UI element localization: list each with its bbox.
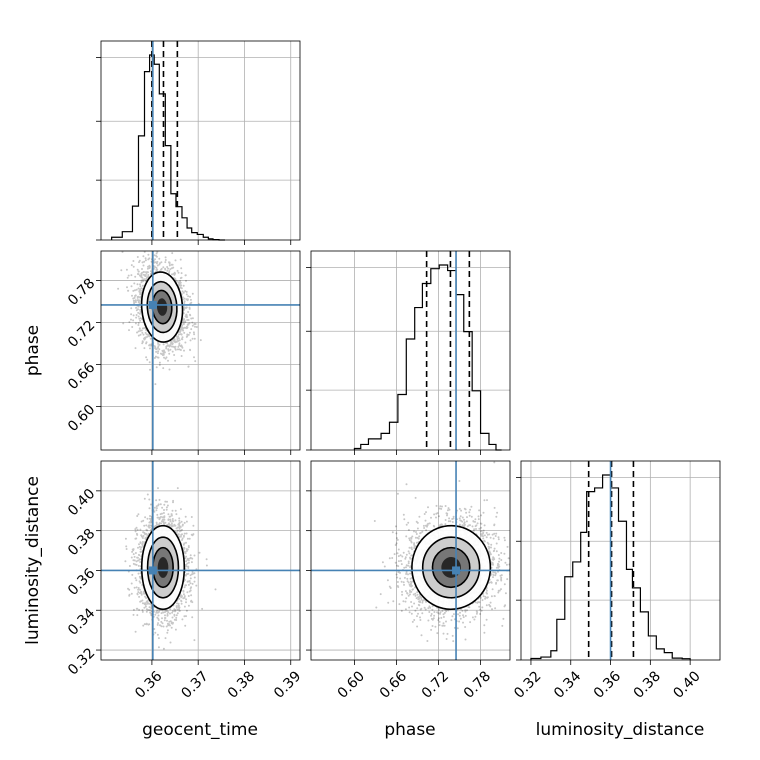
x-tick-label: 0.36: [132, 668, 165, 701]
density-level: [156, 298, 168, 316]
x-tick-label: 0.60: [335, 668, 368, 701]
x-tick-label: 0.36: [591, 668, 624, 701]
x-tick-label: 0.38: [225, 668, 258, 701]
x-tick-label: 0.38: [631, 668, 664, 701]
contour-line: [140, 524, 186, 611]
panel-geocent_time-vs-phase: 0.60 0.66 0.72 0.78: [65, 250, 301, 455]
y-axis-label-luminosity_distance: luminosity_distance: [23, 476, 43, 645]
x-tick-label: 0.32: [511, 668, 544, 701]
axes-frame: [100, 460, 301, 661]
contour-line: [421, 536, 481, 599]
axes-frame: [310, 460, 511, 661]
y-tick-label: 0.38: [65, 526, 98, 559]
x-tick-label: 0.34: [551, 668, 584, 701]
contour-line: [431, 546, 471, 589]
x-axis-label-luminosity_distance: luminosity_distance: [536, 720, 705, 740]
contour-line: [411, 524, 492, 611]
truth-marker: [148, 300, 157, 309]
contour-line: [146, 536, 180, 599]
y-axis-label-phase: phase: [23, 325, 43, 376]
y-tick-label: 0.32: [65, 645, 98, 678]
y-tick-label: 0.78: [65, 275, 98, 308]
panel-geocent_time-vs-luminosity_distance: 0.36 0.37 0.38 0.39 0.32 0.34 0.36 0.38 0.40: [65, 460, 304, 702]
contour-line: [146, 280, 178, 334]
axes-frame: [520, 460, 721, 661]
y-tick-label: 0.66: [65, 359, 98, 392]
axes-frame: [310, 250, 511, 451]
y-tick-label: 0.34: [65, 605, 98, 638]
truth-marker: [148, 566, 157, 575]
x-axis-label-phase: phase: [384, 720, 435, 740]
panel-phase-vs-luminosity_distance: 0.60 0.66 0.72 0.78: [306, 460, 511, 702]
x-tick-label: 0.78: [461, 668, 494, 701]
x-tick-label: 0.40: [670, 668, 703, 701]
y-tick-label: 0.72: [65, 318, 98, 351]
y-tick-label: 0.36: [65, 565, 98, 598]
x-tick-label: 0.66: [377, 668, 410, 701]
x-axis-label-geocent_time: geocent_time: [142, 720, 258, 740]
hist-panel-luminosity_distance: 0.32 0.34 0.36 0.38 0.40: [511, 460, 721, 702]
scatter-layer: [101, 251, 300, 450]
y-tick-label: 0.40: [65, 486, 98, 519]
truth-marker: [452, 566, 461, 575]
histogram-geocent_time: [111, 54, 226, 241]
y-tick-label: 0.60: [65, 402, 98, 435]
axes-frame: [100, 40, 301, 241]
axes-frame: [100, 250, 301, 451]
density-level: [157, 557, 169, 578]
contour-line: [140, 271, 184, 343]
hist-panel-geocent_time: [96, 40, 301, 245]
scatter-layer: [311, 461, 510, 660]
histogram-phase: [353, 264, 502, 451]
scatter-layer: [101, 461, 300, 660]
x-tick-label: 0.39: [271, 668, 304, 701]
x-tick-label: 0.37: [178, 668, 211, 701]
hist-panel-phase: [306, 250, 511, 455]
x-tick-label: 0.72: [419, 668, 452, 701]
